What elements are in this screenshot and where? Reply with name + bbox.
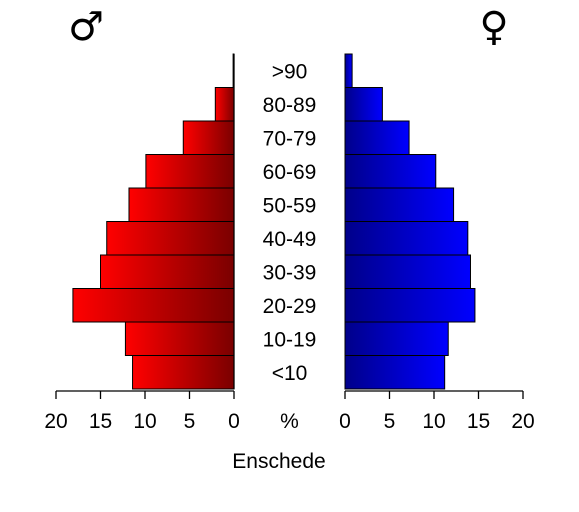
male-bars bbox=[72, 53, 235, 390]
male-tick-label-2: 10 bbox=[133, 410, 156, 433]
female-tick-label-3: 15 bbox=[467, 410, 490, 433]
age-label-5: 50-59 bbox=[263, 194, 317, 217]
male-tick-label-3: 15 bbox=[89, 410, 112, 433]
male-tick-label-1: 5 bbox=[184, 410, 196, 433]
age-label-9: >90 bbox=[272, 60, 308, 83]
male-bar-0 bbox=[132, 355, 235, 390]
female-tick-label-1: 5 bbox=[384, 410, 396, 433]
female-tick-label-4: 20 bbox=[511, 410, 534, 433]
age-label-3: 30-39 bbox=[263, 261, 317, 284]
female-bar-8 bbox=[344, 87, 383, 122]
female-bar-2 bbox=[344, 288, 476, 323]
male-bar-5 bbox=[128, 187, 235, 222]
male-bar-8 bbox=[214, 87, 235, 122]
male-bar-1 bbox=[124, 321, 235, 356]
male-bar-3 bbox=[100, 254, 235, 289]
chart-caption: Enschede bbox=[232, 450, 325, 473]
center-axis-label: % bbox=[280, 410, 299, 433]
female-bar-0 bbox=[344, 355, 446, 390]
male-ticks: 0 5 10 15 20 bbox=[44, 391, 240, 433]
male-bar-4 bbox=[106, 221, 235, 256]
male-bar-6 bbox=[145, 154, 235, 189]
age-label-0: <10 bbox=[272, 362, 308, 385]
age-label-1: 10-19 bbox=[263, 328, 317, 351]
female-symbol: ♀ bbox=[479, 4, 508, 50]
male-symbol: ♂ bbox=[68, 4, 104, 50]
male-tick-label-4: 20 bbox=[44, 410, 67, 433]
female-bar-7 bbox=[344, 120, 410, 155]
female-ticks: 0 5 10 15 20 bbox=[339, 391, 535, 433]
female-tick-label-0: 0 bbox=[339, 410, 351, 433]
female-bar-6 bbox=[344, 154, 437, 189]
female-bar-5 bbox=[344, 187, 455, 222]
female-bar-4 bbox=[344, 221, 469, 256]
male-bar-7 bbox=[182, 120, 235, 155]
female-tick-label-2: 10 bbox=[422, 410, 445, 433]
age-label-8: 80-89 bbox=[263, 94, 317, 117]
female-bars bbox=[344, 53, 476, 390]
age-label-7: 70-79 bbox=[263, 127, 317, 150]
male-tick-label-0: 0 bbox=[228, 410, 240, 433]
female-bar-9 bbox=[344, 53, 353, 88]
age-labels: <10 10-19 20-29 30-39 40-49 50-59 60-69 70-79 80… bbox=[263, 60, 317, 385]
age-label-4: 40-49 bbox=[263, 228, 317, 251]
age-label-6: 60-69 bbox=[263, 161, 317, 184]
age-label-2: 20-29 bbox=[263, 295, 317, 318]
female-bar-1 bbox=[344, 321, 449, 356]
male-bar-2 bbox=[72, 288, 235, 323]
female-bar-3 bbox=[344, 254, 471, 289]
